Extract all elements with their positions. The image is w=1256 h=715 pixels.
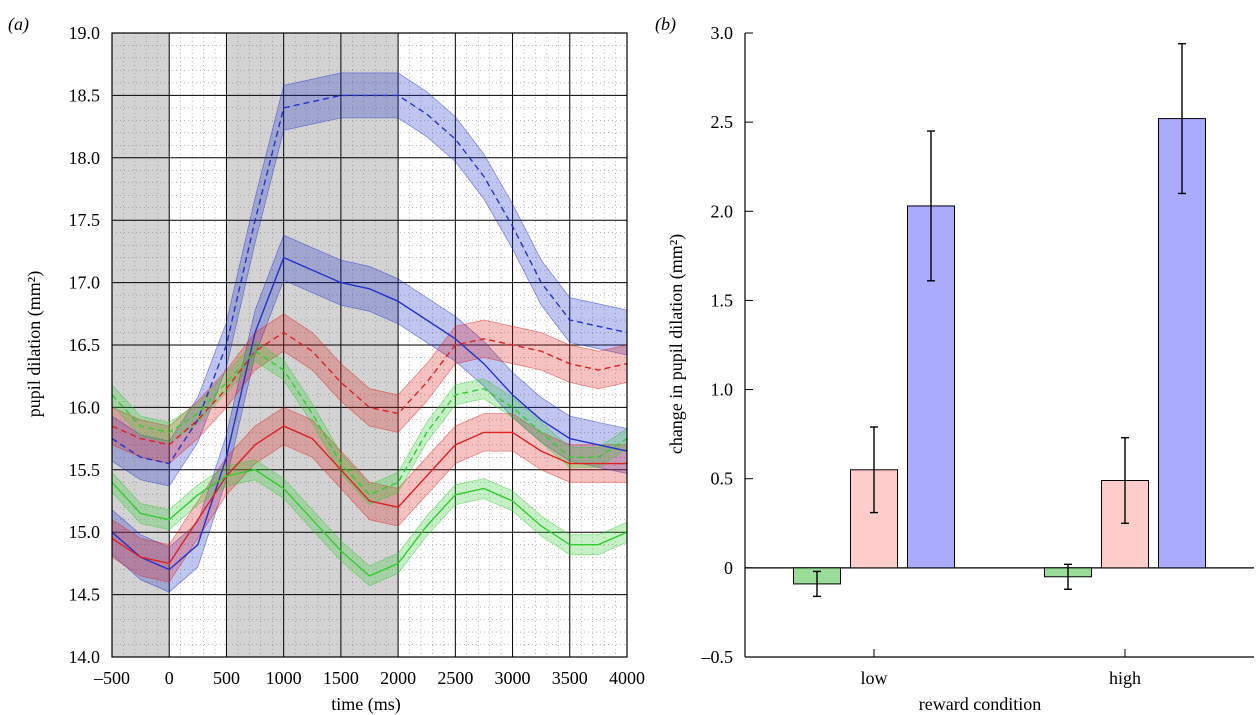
panel-a-y-tick-label: 17.0 — [69, 273, 101, 293]
panel-b-y-tick-label: –0.5 — [701, 647, 734, 667]
panel-a-y-tick-label: 16.0 — [69, 397, 101, 417]
panel-b-y-tick-label: 0 — [724, 558, 733, 578]
series-blue-dashed-line — [111, 94, 628, 465]
panel-b-bar-chart: (b) –0.5 0 0.5 1.0 1.5 2.0 2.5 3.0 low high chan… — [655, 14, 1254, 714]
panel-a-x-tick-label: 3500 — [552, 668, 588, 688]
series-red-solid-line — [111, 425, 627, 565]
panel-a-x-tick-label: 1000 — [266, 668, 302, 688]
panel-b-label: (b) — [655, 14, 676, 35]
panel-a-y-tick-label: 16.5 — [69, 335, 101, 355]
panel-a-plot-frame — [111, 32, 628, 658]
panel-b-x-tick-label-high: high — [1109, 668, 1141, 688]
panel-a-y-tick-label: 14.5 — [69, 585, 101, 605]
panel-a-x-tick-label: 4000 — [609, 668, 645, 688]
panel-a-x-tick-label: 1500 — [323, 668, 359, 688]
panel-a-x-tick-label: 3000 — [495, 668, 531, 688]
panel-a-y-tick-label: 18.5 — [69, 85, 101, 105]
panel-a-y-tick-label: 19.0 — [69, 23, 101, 43]
panel-b-x-tick-label-low: low — [861, 668, 888, 688]
series-blue-solid-line — [111, 256, 628, 571]
panel-a-x-axis-title: time (ms) — [331, 694, 401, 715]
panel-a-y-axis-title: pupil dilation (mm²) — [24, 271, 45, 417]
panel-b-y-axis-title: change in pupil dilation (mm²) — [666, 234, 687, 454]
panel-a-y-tick-label: 15.5 — [69, 460, 101, 480]
panel-a-label: (a) — [8, 14, 29, 35]
panel-b-y-tick-label: 2.0 — [711, 201, 734, 221]
panel-b-x-axis-title: reward condition — [919, 694, 1041, 714]
panel-a-x-tick-label: 2500 — [437, 668, 473, 688]
panel-a-y-tick-label: 17.5 — [69, 210, 101, 230]
panel-a-y-tick-label: 15.0 — [69, 522, 101, 542]
panel-b-y-tick-label: 2.5 — [711, 112, 734, 132]
panel-a-x-tick-label: –500 — [93, 668, 130, 688]
panel-b-y-tick-label: 0.5 — [711, 469, 734, 489]
series-red-dashed-line — [111, 331, 628, 446]
panel-a-y-tick-label: 14.0 — [69, 647, 101, 667]
panel-a-x-tick-label: 2000 — [380, 668, 416, 688]
panel-b-y-tick-label: 1.5 — [711, 290, 734, 310]
panel-b-y-tick-label: 1.0 — [711, 380, 734, 400]
series-green-dashed-line — [111, 350, 628, 496]
panel-b-y-tick-label: 3.0 — [711, 23, 734, 43]
panel-a-y-tick-label: 18.0 — [69, 148, 101, 168]
series-green-solid-line — [111, 469, 628, 577]
panel-a-x-tick-label: 0 — [165, 668, 174, 688]
panel-a-line-chart: (a) 14.0 14.5 15.0 15.5 16.0 16.5 17.0 17.5 18.0… — [8, 14, 645, 715]
panel-a-x-tick-label: 500 — [213, 668, 240, 688]
